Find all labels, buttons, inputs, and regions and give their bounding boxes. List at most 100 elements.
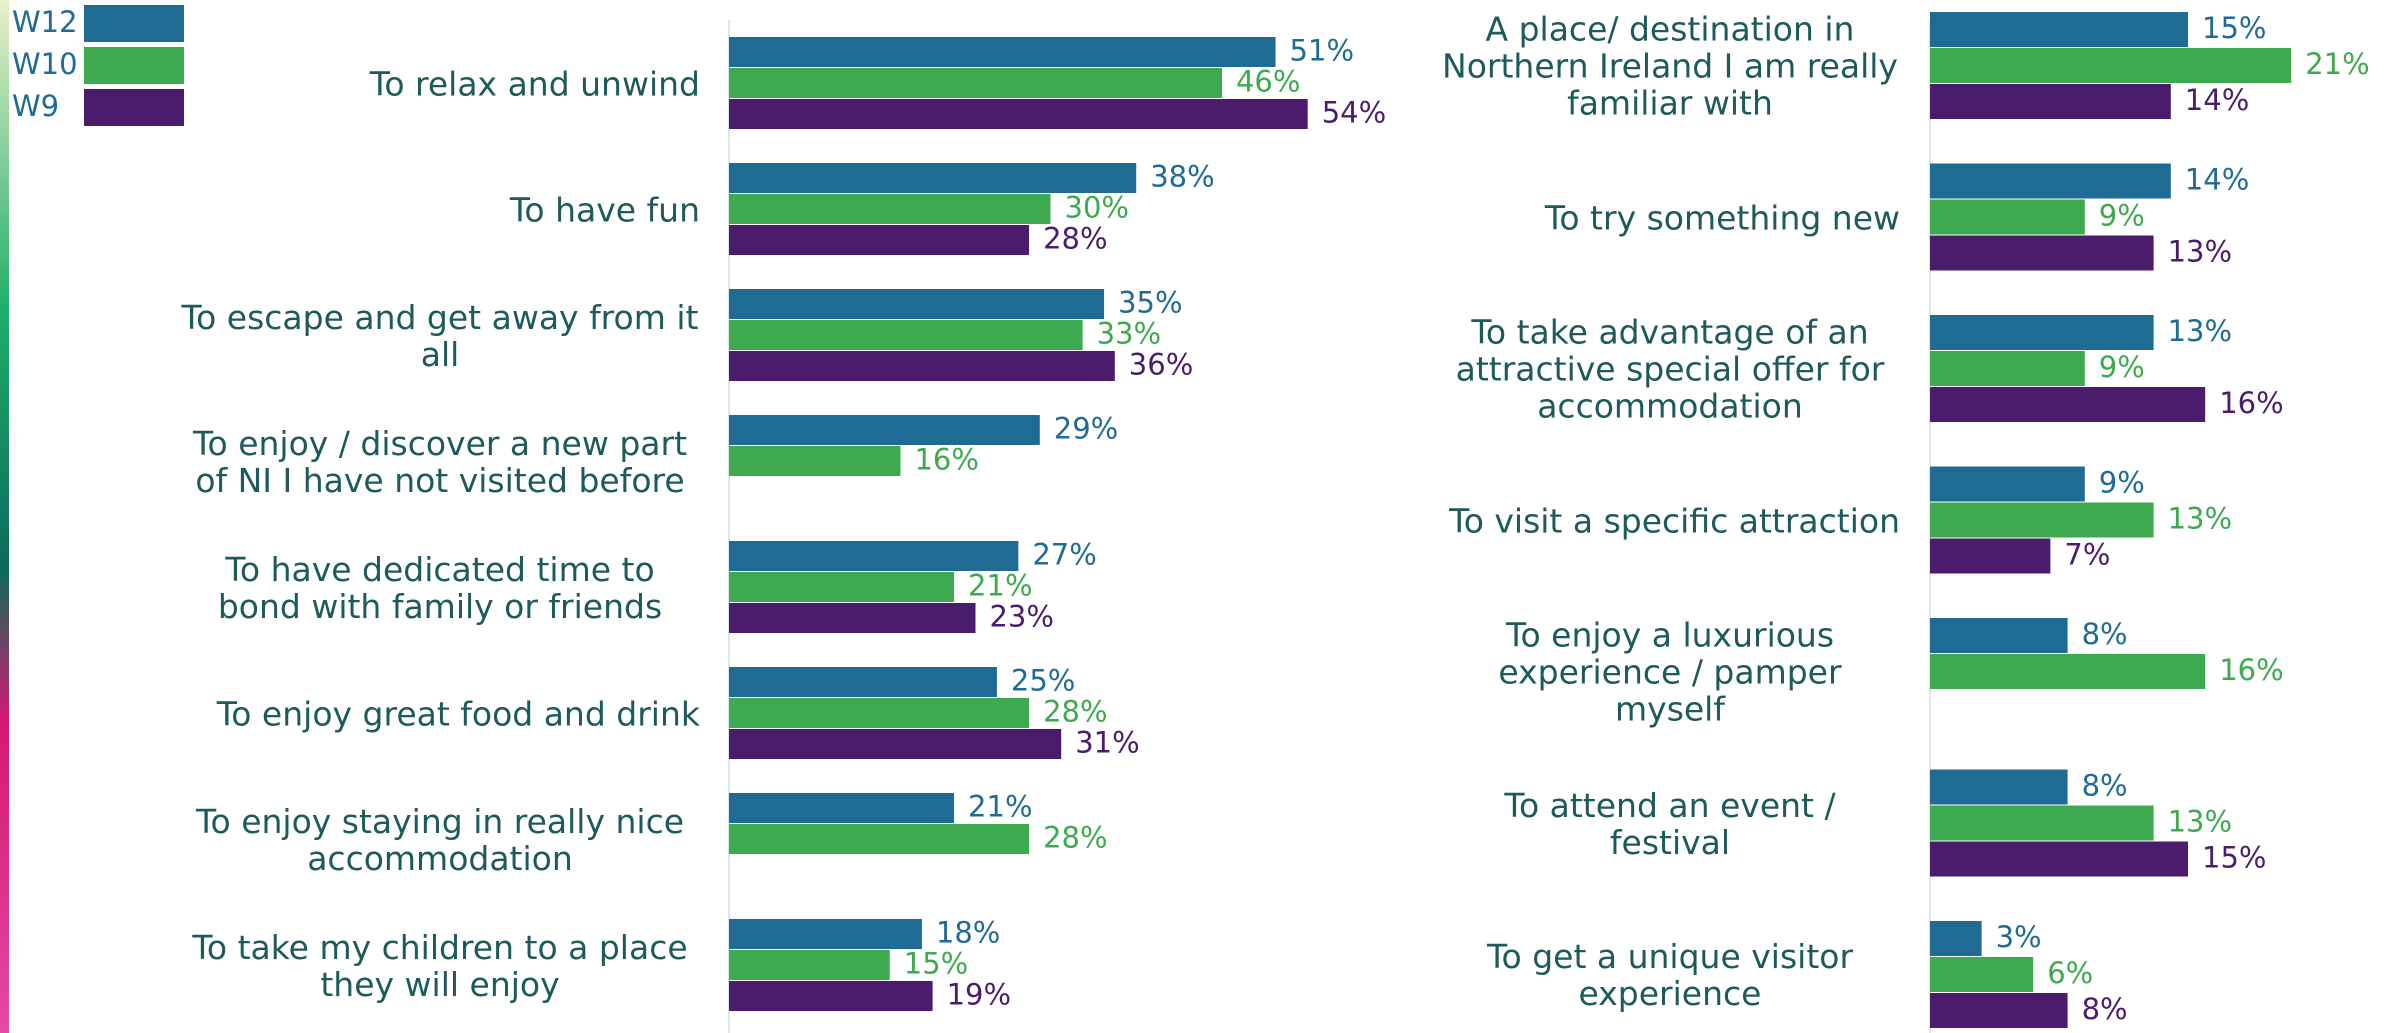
bar: [729, 824, 1030, 854]
bar: [1930, 387, 2206, 422]
value-label: 15%: [2202, 11, 2266, 45]
category-text: To enjoy staying in really nice accommod…: [195, 801, 685, 878]
category-label: To enjoy a luxurious experience / pamper…: [1440, 617, 1900, 728]
bar: [729, 667, 997, 697]
bar: [729, 572, 955, 602]
bar: [729, 698, 1030, 728]
value-label: 51%: [1290, 34, 1354, 68]
value-label: 21%: [2305, 47, 2369, 81]
value-label: 38%: [1150, 160, 1214, 194]
bar: [1930, 466, 2085, 502]
category-label: To visit a specific attraction: [1440, 502, 1900, 539]
category-text: To take advantage of an attractive speci…: [1455, 312, 1885, 426]
value-label: 30%: [1065, 191, 1129, 225]
category-text: To enjoy great food and drink: [216, 694, 700, 733]
value-label: 15%: [2202, 841, 2266, 875]
bar: [1930, 351, 2085, 386]
bar: [729, 415, 1040, 445]
category-label: To get a unique visitor experience: [1440, 938, 1900, 1012]
bar: [1930, 163, 2171, 199]
value-label: 16%: [2219, 386, 2283, 420]
value-label: 9%: [2099, 466, 2145, 500]
bar: [729, 351, 1115, 381]
category-text: To visit a specific attraction: [1449, 501, 1900, 540]
bar: [729, 163, 1137, 193]
value-label: 33%: [1097, 317, 1161, 351]
value-label: 8%: [2082, 992, 2128, 1026]
value-label: 13%: [2168, 314, 2232, 348]
value-label: 9%: [2099, 350, 2145, 384]
bar: [1930, 12, 2188, 47]
value-label: 3%: [1996, 920, 2042, 954]
bar: [729, 446, 901, 476]
category-text: To enjoy a luxurious experience / pamper…: [1498, 615, 1842, 729]
bar: [1930, 769, 2068, 805]
category-text: A place/ destination in Northern Ireland…: [1442, 9, 1898, 123]
category-text: To relax and unwind: [369, 64, 700, 103]
decoration-strip: [0, 0, 9, 1033]
category-label: To have fun: [180, 191, 700, 228]
legend-swatch: [84, 47, 184, 84]
bar: [1930, 654, 2206, 689]
bar: [1930, 841, 2188, 877]
bar: [1930, 315, 2154, 350]
bar: [729, 37, 1276, 67]
value-label: 25%: [1011, 664, 1075, 698]
value-label: 28%: [1043, 222, 1107, 256]
bar: [1930, 618, 2068, 653]
value-label: 28%: [1043, 821, 1107, 855]
bar: [1930, 235, 2154, 271]
value-label: 8%: [2082, 617, 2128, 651]
value-label: 27%: [1032, 538, 1096, 572]
bar: [729, 603, 976, 633]
value-label: 36%: [1129, 348, 1193, 382]
category-label: To relax and unwind: [180, 65, 700, 102]
value-label: 28%: [1043, 695, 1107, 729]
category-text: To enjoy / discover a new part of NI I h…: [192, 423, 688, 500]
bar: [1930, 84, 2171, 119]
bar: [1930, 805, 2154, 841]
value-label: 54%: [1322, 96, 1386, 130]
value-label: 8%: [2082, 769, 2128, 803]
value-label: 23%: [989, 600, 1053, 634]
category-text: To take my children to a place they will…: [192, 927, 688, 1004]
bar: [1930, 199, 2085, 235]
bar: [1930, 538, 2051, 574]
category-label: To enjoy / discover a new part of NI I h…: [180, 425, 700, 499]
bar: [729, 919, 922, 949]
category-label: To have dedicated time to bond with fami…: [180, 551, 700, 625]
bar: [729, 194, 1051, 224]
bar: [729, 225, 1030, 255]
bar: [729, 320, 1083, 350]
value-label: 14%: [2185, 83, 2249, 117]
legend-label: W12: [12, 5, 78, 39]
category-text: To have dedicated time to bond with fami…: [217, 549, 663, 626]
value-label: 19%: [947, 978, 1011, 1012]
value-label: 16%: [2219, 653, 2283, 687]
category-label: To enjoy staying in really nice accommod…: [180, 803, 700, 877]
bar: [729, 950, 890, 980]
legend-swatch: [84, 5, 184, 42]
category-text: To attend an event / festival: [1504, 785, 1836, 862]
value-label: 14%: [2185, 163, 2249, 197]
bar: [729, 541, 1019, 571]
value-label: 7%: [2064, 538, 2110, 572]
category-label: To take my children to a place they will…: [180, 929, 700, 1003]
category-label: To attend an event / festival: [1440, 787, 1900, 861]
category-label: To take advantage of an attractive speci…: [1440, 314, 1900, 425]
bar: [729, 981, 933, 1011]
value-label: 21%: [968, 790, 1032, 824]
value-label: 35%: [1118, 286, 1182, 320]
category-label: A place/ destination in Northern Ireland…: [1440, 11, 1900, 122]
bar: [729, 729, 1062, 759]
category-text: To have fun: [509, 190, 700, 229]
bar: [1930, 48, 2292, 83]
legend-label: W9: [12, 89, 59, 123]
bar: [729, 289, 1105, 319]
bar: [1930, 957, 2034, 992]
value-label: 13%: [2168, 235, 2232, 269]
value-label: 31%: [1075, 726, 1139, 760]
bar: [729, 793, 955, 823]
category-text: To get a unique visitor experience: [1486, 937, 1854, 1013]
